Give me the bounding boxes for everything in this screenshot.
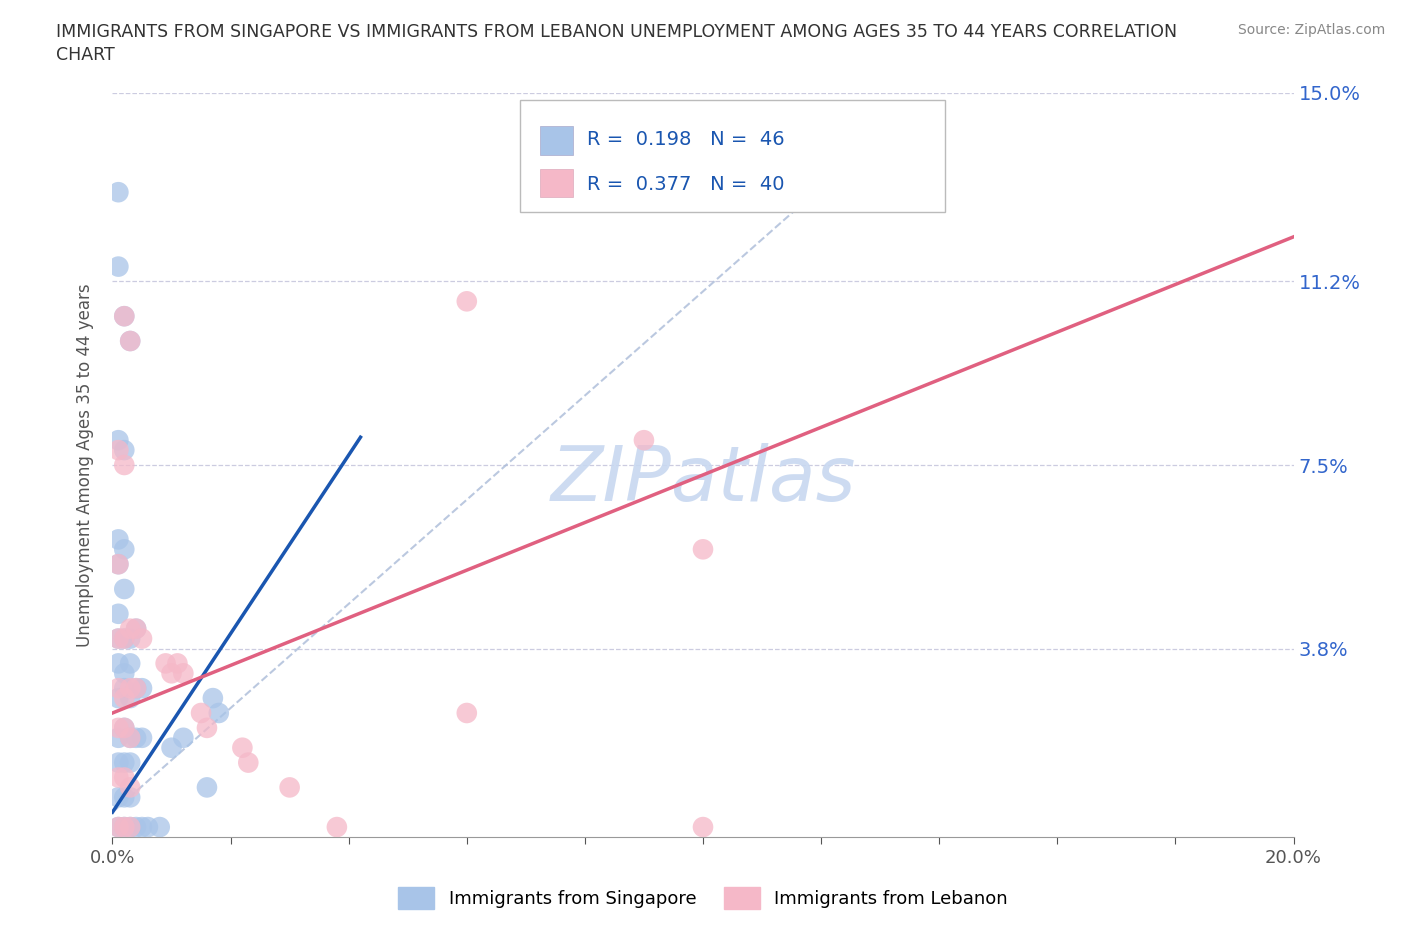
Text: IMMIGRANTS FROM SINGAPORE VS IMMIGRANTS FROM LEBANON UNEMPLOYMENT AMONG AGES 35 : IMMIGRANTS FROM SINGAPORE VS IMMIGRANTS … <box>56 23 1177 41</box>
Point <box>107 691 129 706</box>
Point <box>326 819 349 834</box>
Point <box>131 681 153 696</box>
Point <box>155 656 177 671</box>
Point <box>238 755 260 770</box>
Point <box>112 721 135 736</box>
Point <box>112 819 135 834</box>
Point <box>633 432 655 447</box>
Point <box>172 666 194 681</box>
Point <box>160 740 183 755</box>
Point <box>125 681 148 696</box>
Point <box>120 730 142 745</box>
Text: R =  0.377   N =  40: R = 0.377 N = 40 <box>588 175 785 194</box>
Point <box>120 691 142 706</box>
Point <box>120 790 142 804</box>
Point <box>107 432 129 447</box>
Text: CHART: CHART <box>56 46 115 64</box>
Point <box>107 790 129 804</box>
Point <box>131 631 153 646</box>
Point <box>120 656 142 671</box>
Point <box>107 819 129 834</box>
Point <box>107 557 129 572</box>
Point <box>112 666 135 681</box>
Point <box>112 691 135 706</box>
Point <box>107 443 129 458</box>
Point <box>120 755 142 770</box>
Point <box>112 443 135 458</box>
Point <box>112 681 135 696</box>
Point <box>172 730 194 745</box>
Point <box>692 542 714 557</box>
Point <box>125 621 148 636</box>
Point <box>112 309 135 324</box>
Point <box>112 770 135 785</box>
Point <box>166 656 188 671</box>
Point <box>112 581 135 596</box>
Point <box>107 656 129 671</box>
Point <box>107 730 129 745</box>
Point <box>107 681 129 696</box>
Point <box>107 532 129 547</box>
Point <box>112 721 135 736</box>
FancyBboxPatch shape <box>540 169 574 197</box>
Point <box>456 294 478 309</box>
Point <box>125 621 148 636</box>
Point <box>107 631 129 646</box>
Point <box>120 780 142 795</box>
Point <box>195 780 218 795</box>
Point <box>231 740 253 755</box>
Point <box>107 755 129 770</box>
Point <box>112 309 135 324</box>
Point <box>112 819 135 834</box>
Point <box>810 185 832 200</box>
Point <box>160 666 183 681</box>
Point <box>125 681 148 696</box>
Point <box>195 721 218 736</box>
Point <box>149 819 172 834</box>
Point <box>107 557 129 572</box>
Point <box>107 819 129 834</box>
Point <box>107 606 129 621</box>
Point <box>107 721 129 736</box>
Point <box>120 334 142 349</box>
Point <box>456 706 478 721</box>
Text: R =  0.198   N =  46: R = 0.198 N = 46 <box>588 130 785 150</box>
Legend: Immigrants from Singapore, Immigrants from Lebanon: Immigrants from Singapore, Immigrants fr… <box>391 880 1015 916</box>
Point <box>112 755 135 770</box>
Point <box>112 631 135 646</box>
Text: ZIPatlas: ZIPatlas <box>550 443 856 517</box>
FancyBboxPatch shape <box>540 126 574 154</box>
Point <box>131 819 153 834</box>
Point <box>125 730 148 745</box>
FancyBboxPatch shape <box>520 100 945 212</box>
Point <box>120 334 142 349</box>
Point <box>112 790 135 804</box>
Point <box>120 819 142 834</box>
Point <box>120 621 142 636</box>
Point <box>120 631 142 646</box>
Point <box>278 780 301 795</box>
Point <box>107 259 129 274</box>
Point <box>107 185 129 200</box>
Point <box>120 730 142 745</box>
Point <box>190 706 212 721</box>
Point <box>125 819 148 834</box>
Point <box>201 691 224 706</box>
Text: Source: ZipAtlas.com: Source: ZipAtlas.com <box>1237 23 1385 37</box>
Point <box>692 819 714 834</box>
Point <box>208 706 231 721</box>
Point <box>136 819 159 834</box>
Point <box>112 458 135 472</box>
Point <box>112 631 135 646</box>
Point <box>131 730 153 745</box>
Point <box>120 819 142 834</box>
Point <box>112 542 135 557</box>
Point <box>107 770 129 785</box>
Y-axis label: Unemployment Among Ages 35 to 44 years: Unemployment Among Ages 35 to 44 years <box>76 284 94 646</box>
Point <box>120 681 142 696</box>
Point <box>107 631 129 646</box>
